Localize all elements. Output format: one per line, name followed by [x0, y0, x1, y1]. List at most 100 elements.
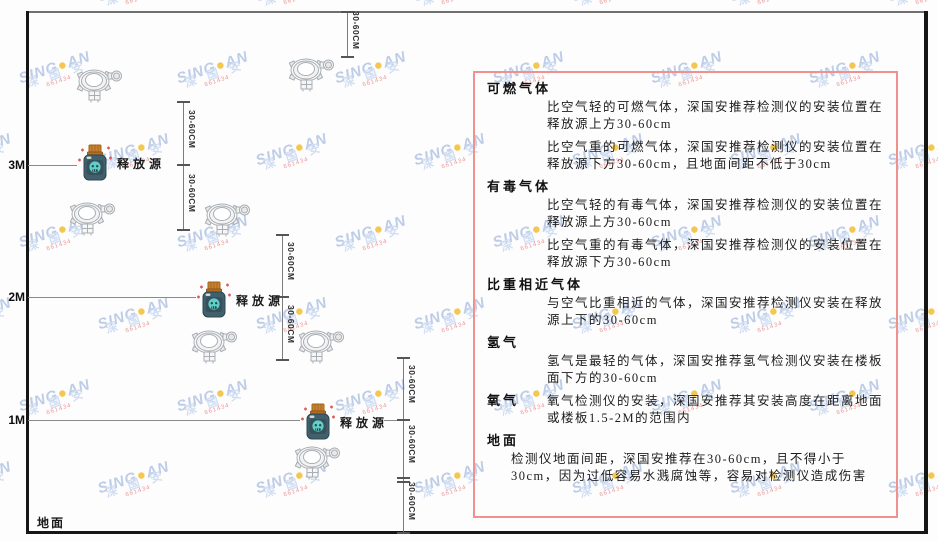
watermark-red-text: 661434 [0, 0, 16, 14]
dimension-tick [276, 359, 289, 361]
watermark-brand-text: SING●AN [886, 0, 938, 5]
gas-detector [298, 328, 346, 369]
height-label: 1M [8, 413, 25, 427]
ground-label: 地面 [37, 516, 66, 530]
section-paragraph: 氢气是最轻的气体，深国安推荐氢气检测仪安装在楼板面下方的30-60cm [547, 354, 884, 385]
height-level-line [384, 420, 404, 421]
gas-detector [288, 56, 336, 97]
watermark-brand-text: SING●AN [0, 0, 13, 4]
gas-detector [204, 201, 252, 242]
watermark-dot-icon: ● [134, 301, 150, 321]
watermark-dot-icon: ● [213, 55, 229, 75]
section-paragraph: 比空气重的有毒气体，深国安推荐检测仪的安装位置在释放源下方30-60cm [547, 238, 884, 269]
height-level-line [28, 165, 77, 166]
height-label: 2M [8, 290, 25, 304]
gas-detector-icon [298, 330, 344, 364]
dimension-tick [276, 296, 289, 298]
dimension-line [403, 358, 404, 533]
dimension-tick [397, 477, 410, 479]
dimension-tick [397, 419, 410, 421]
ground-line [26, 531, 928, 534]
watermark-cn-text: 深 国 安 [414, 0, 488, 9]
dimension-tick [341, 56, 354, 58]
section-paragraph: 与空气比重相近的气体，深国安推荐检测仪安装在释放源上下的30-60cm [547, 296, 884, 327]
section-heading: 氧气 [487, 393, 520, 408]
panel-section: 比重相近气体 与空气比重相近的气体，深国安推荐检测仪安装在释放源上下的30-60c… [487, 277, 886, 329]
dimension-tick [177, 101, 190, 103]
watermark-red-text: 661434 [361, 238, 389, 253]
watermark-brand-text: SING●AN [570, 0, 645, 5]
release-source-label: 释放源 [340, 416, 389, 430]
watermark-dot-icon: ● [371, 219, 387, 239]
release-source-icon [197, 281, 231, 318]
watermark-cn-text: 深 国 安 [261, 139, 326, 173]
watermark-cn-text: 深 国 安 [730, 0, 804, 9]
watermark-dot-icon: ● [134, 465, 150, 485]
watermark-brand-text: SING●AN [412, 0, 487, 5]
release-source-label: 释放源 [236, 294, 285, 308]
watermark-red-text: 661434 [203, 74, 231, 89]
dimension-value-label: 30-60CM [407, 481, 417, 520]
right-wall-line [924, 11, 928, 533]
ceiling-line [27, 11, 927, 13]
left-wall-line [26, 11, 29, 533]
gas-detector [191, 328, 239, 369]
watermark-cn-text: 深 国 安 [888, 0, 938, 9]
watermark-cn-text: 深 国 安 [182, 57, 247, 91]
panel-section: 可燃气体 比空气轻的可燃气体，深国安推荐检测仪的安装位置在释放源上方30-60cm… [487, 81, 886, 173]
watermark-brand-text: SING●AN [96, 0, 171, 5]
gas-detector [294, 444, 342, 485]
watermark-cn-text: 深 国 安 [182, 385, 247, 419]
height-label: 3M [8, 158, 25, 172]
dimension-break-tick [397, 481, 410, 483]
watermark-brand-text: SING●AN [332, 48, 409, 88]
watermark-dot-icon: ● [55, 55, 71, 75]
watermark-dot-icon: ● [371, 383, 387, 403]
release-source-icon [78, 144, 112, 181]
watermark-cn-text: 深 国 安 [103, 467, 168, 501]
watermark-red-text: 661434 [282, 156, 310, 171]
watermark-cn-text: 深 国 安 [340, 221, 405, 255]
dimension-value-label: 30-60CM [286, 304, 296, 343]
dimension-value-label: 30-60CM [286, 242, 296, 281]
watermark-cn-text: 深 国 安 [0, 467, 10, 501]
section-paragraph: 比空气轻的有毒气体，深国安推荐检测仪的安装位置在释放源上方30-60cm [547, 198, 884, 229]
watermark-dot-icon: ● [134, 137, 150, 157]
dimension-tick [397, 532, 410, 534]
dimension-value-label: 30-60CM [407, 365, 417, 404]
dimension-tick [276, 234, 289, 236]
section-heading: 氢气 [487, 335, 520, 350]
section-paragraph: 氧气检测仪的安装，深国安推荐其安装高度在距离地面或楼板1.5-2M的范围内 [547, 394, 884, 425]
watermark-dot-icon: ● [450, 137, 466, 157]
watermark-dot-icon: ● [292, 137, 308, 157]
watermark-brand-text: SING●AN [253, 130, 330, 170]
dimension-line [183, 102, 184, 230]
watermark-dot-icon: ● [371, 55, 387, 75]
watermark-brand-text: SING●AN [95, 458, 172, 498]
dimension-value-label: 30-60CM [187, 173, 197, 212]
dimension-line [347, 12, 348, 57]
dimension-tick [397, 357, 410, 359]
watermark-cn-text: 深 国 安 [0, 303, 10, 337]
watermark-brand-text: SING●AN [174, 376, 251, 416]
gas-detector-icon [204, 203, 250, 237]
watermark-red-text: 661434 [892, 149, 938, 178]
section-heading: 有毒气体 [487, 179, 552, 194]
watermark-cn-text: 深 国 安 [340, 57, 405, 91]
watermark-brand-text: SING●AN [95, 294, 172, 334]
section-paragraph: 比空气重的可燃气体，深国安推荐检测仪的安装位置在释放源下方30-60cm，且地面… [547, 140, 884, 171]
panel-section: 地面 检测仪地面间距，深国安推荐在30-60cm，且不得小于30cm，因为过低容易… [487, 433, 886, 485]
watermark-red-text: 661434 [892, 313, 938, 342]
panel-section: 氢气氢气是最轻的气体，深国安推荐氢气检测仪安装在楼板面下方的30-60cm [487, 335, 886, 387]
watermark-dot-icon: ● [55, 383, 71, 403]
watermark-dot-icon: ● [213, 383, 229, 403]
dimension-tick [177, 229, 190, 231]
dimension-value-label: 30-60CM [187, 109, 197, 148]
watermark-cn-text: 深 国 安 [103, 303, 168, 337]
